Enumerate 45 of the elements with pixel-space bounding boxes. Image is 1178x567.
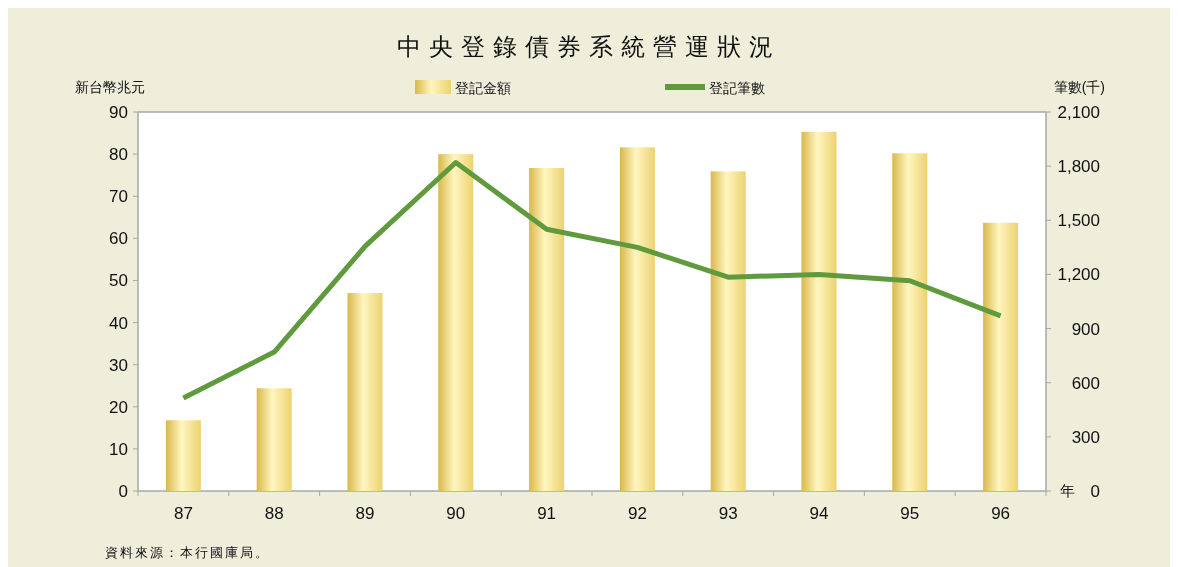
x-tick-label: 89: [355, 504, 375, 523]
y-axis-title: 新台幣兆元: [75, 79, 145, 95]
y-tick-label: 80: [109, 145, 128, 165]
y2-tick-label: 900: [1071, 319, 1100, 339]
x-tick-label: 87: [173, 504, 193, 523]
y2-tick-label: 1,200: [1057, 265, 1100, 285]
y2-tick-label: 2,100: [1057, 103, 1100, 122]
x-tick-label: 90: [446, 504, 466, 523]
x-tick-label: 93: [718, 504, 738, 523]
y-tick-label: 20: [109, 397, 128, 417]
bar: [347, 293, 383, 491]
y2-tick-label: 600: [1071, 373, 1100, 393]
x-tick-label: 92: [627, 504, 647, 523]
y2-tick-label: 300: [1071, 427, 1100, 447]
bar: [438, 154, 474, 491]
bar: [801, 131, 837, 491]
bar: [256, 388, 292, 491]
x-tick-label: 96: [991, 504, 1011, 523]
y-tick-label: 0: [118, 482, 128, 501]
x-tick-label: 91: [537, 504, 557, 523]
y-tick-label: 60: [109, 229, 128, 249]
legend-label: 登記金額: [455, 80, 511, 96]
y-tick-label: 90: [109, 103, 128, 122]
chart-title: 中央登錄債券系統營運狀況: [397, 33, 781, 60]
y2-axis-title: 筆數(千): [1053, 79, 1105, 95]
bar: [619, 147, 655, 491]
y-tick-label: 70: [109, 187, 128, 207]
bar: [165, 420, 201, 491]
x-tick-label: 88: [264, 504, 284, 523]
y2-tick-label: 1,800: [1057, 157, 1100, 177]
legend-label: 登記筆數: [709, 80, 765, 96]
y-tick-label: 10: [109, 439, 128, 459]
bar: [983, 222, 1019, 491]
y-tick-label: 40: [109, 313, 128, 333]
x-tick-label: 95: [900, 504, 920, 523]
x-axis-title: 年: [1060, 482, 1075, 499]
bar: [892, 153, 928, 491]
source-note: 資料來源：本行國庫局。: [105, 545, 270, 560]
y-tick-label: 30: [109, 355, 128, 375]
x-tick-label: 94: [809, 504, 829, 523]
bar: [710, 171, 746, 491]
bar: [529, 168, 565, 491]
y2-tick-label: 1,500: [1057, 211, 1100, 231]
y-tick-label: 50: [109, 271, 128, 291]
y2-tick-label: 0: [1090, 482, 1100, 501]
